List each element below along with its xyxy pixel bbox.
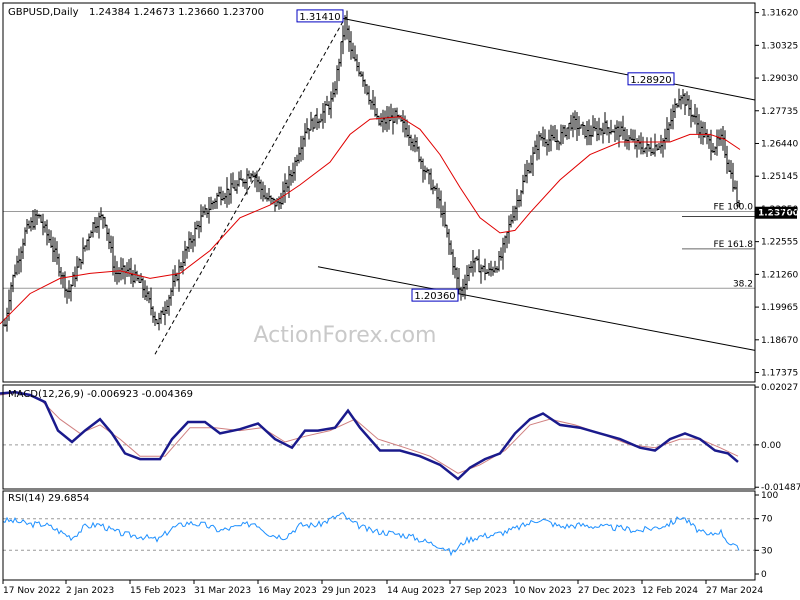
price-y-tick-label: 1.25145 bbox=[761, 172, 798, 182]
macd-pane-frame bbox=[2, 384, 756, 490]
ohlc-label: 1.24384 1.24673 1.23660 1.23700 bbox=[89, 7, 264, 18]
x-tick-label: 31 Mar 2023 bbox=[194, 586, 251, 596]
last-price-tag bbox=[755, 206, 797, 219]
price-y-tick-label: 1.19965 bbox=[761, 303, 798, 313]
price-annotation-label: 1.20360 bbox=[414, 291, 455, 302]
x-tick-label: 27 Sep 2023 bbox=[450, 586, 507, 596]
macd-y-tick-label: 0.00 bbox=[761, 441, 781, 451]
price-y-tick-label: 1.31620 bbox=[761, 9, 798, 19]
price-y-tick-label: 1.18670 bbox=[761, 336, 798, 346]
x-axis: 17 Nov 2022 2 Jan 2023 15 Feb 2023 31 Mar 2… bbox=[2, 580, 763, 596]
price-pane: FE 100.0 38.2 FE 161.8 1.31410 1.28920 1.2036… bbox=[0, 9, 799, 355]
price-y-tick-label: 1.29030 bbox=[761, 74, 798, 84]
macd-pane bbox=[0, 390, 755, 481]
macd-y-tick-label: 0.02027 bbox=[761, 383, 798, 393]
price-bars bbox=[3, 10, 741, 332]
macd-title: MACD(12,26,9) -0.006923 -0.004369 bbox=[8, 389, 193, 400]
trend-line bbox=[317, 266, 756, 351]
moving-average-line bbox=[0, 116, 741, 325]
symbol-label: GBPUSD,Daily bbox=[8, 7, 79, 18]
price-y-tick-label: 1.17375 bbox=[761, 369, 798, 379]
macd-line bbox=[0, 390, 739, 481]
rsi-y-tick-label: 0 bbox=[761, 570, 767, 580]
trend-line-dashed bbox=[154, 17, 346, 355]
x-tick-label: 27 Dec 2023 bbox=[578, 586, 636, 596]
price-y-tick-label: 1.26440 bbox=[761, 139, 798, 149]
price-pane-frame bbox=[2, 2, 756, 383]
fib-label: FE 100.0 bbox=[714, 202, 754, 212]
price-y-axis: 1.31620 1.30325 1.29030 1.27735 1.26440 1.251… bbox=[755, 9, 798, 379]
macd-y-tick-label: -0.014877 bbox=[761, 483, 800, 493]
x-tick-label: 15 Feb 2023 bbox=[130, 586, 186, 596]
rsi-y-tick-label: 30 bbox=[761, 546, 773, 556]
price-y-tick-label: 1.22555 bbox=[761, 238, 798, 248]
last-price-label: 1.23700 bbox=[758, 209, 799, 219]
price-y-tick-label: 1.27735 bbox=[761, 107, 798, 117]
price-annotation-label: 1.31410 bbox=[299, 12, 340, 23]
x-tick-label: 16 May 2023 bbox=[258, 586, 317, 596]
price-annotation-box bbox=[411, 288, 459, 302]
x-tick-label: 29 Jun 2023 bbox=[322, 586, 376, 596]
rsi-title: RSI(14) 29.6854 bbox=[8, 493, 89, 504]
trend-line bbox=[339, 17, 756, 101]
x-tick-label: 27 Mar 2024 bbox=[706, 586, 763, 596]
price-y-tick-label: 1.23850 bbox=[761, 205, 798, 215]
rsi-pane-frame bbox=[2, 490, 756, 581]
price-y-tick-label: 1.30325 bbox=[761, 41, 798, 51]
x-tick-label: 14 Aug 2023 bbox=[387, 586, 445, 596]
watermark: ActionForex.com bbox=[254, 323, 437, 348]
price-annotation-box bbox=[296, 9, 344, 23]
x-tick-label: 17 Nov 2022 bbox=[3, 586, 61, 596]
rsi-y-axis: 100 70 30 0 bbox=[755, 491, 778, 580]
rsi-line bbox=[2, 512, 740, 557]
fe-label: FE 161.8 bbox=[714, 240, 754, 250]
x-tick-label: 10 Nov 2023 bbox=[514, 586, 572, 596]
x-tick-label: 12 Feb 2024 bbox=[642, 586, 698, 596]
x-tick-label: 2 Jan 2023 bbox=[66, 586, 114, 596]
price-annotation-label: 1.28920 bbox=[630, 75, 671, 86]
macd-y-axis: 0.02027 0.00 -0.014877 bbox=[755, 383, 800, 493]
rsi-y-tick-label: 100 bbox=[761, 491, 778, 501]
fib-label: 38.2 bbox=[733, 279, 753, 289]
rsi-pane bbox=[2, 512, 755, 557]
rsi-y-tick-label: 70 bbox=[761, 515, 773, 525]
price-annotation-box bbox=[627, 72, 675, 86]
price-y-tick-label: 1.21260 bbox=[761, 270, 798, 280]
price-bar bbox=[737, 200, 741, 208]
